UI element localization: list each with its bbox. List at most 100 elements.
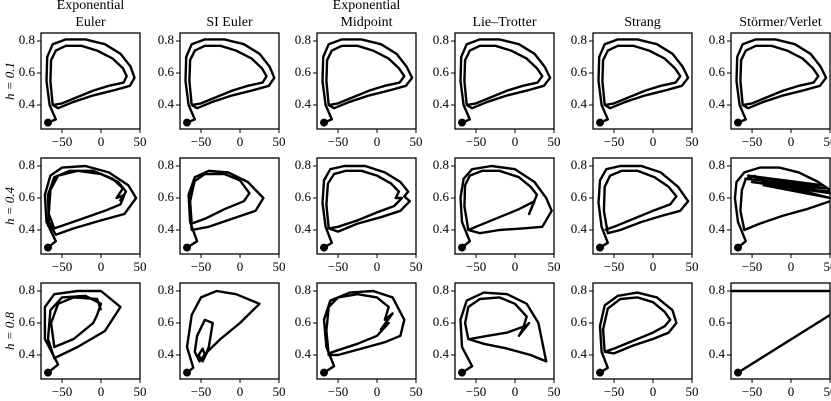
x-tick-label: −50 bbox=[466, 259, 486, 274]
x-tick-label: 0 bbox=[788, 134, 795, 149]
x-tick-label: 50 bbox=[410, 259, 423, 274]
start-point bbox=[596, 368, 605, 377]
y-tick-label: 0.4 bbox=[295, 346, 312, 361]
axes-frame bbox=[316, 32, 417, 130]
axes-frame bbox=[40, 32, 141, 130]
y-tick-label: 0.4 bbox=[295, 96, 312, 111]
trajectory bbox=[43, 289, 122, 374]
trajectory bbox=[597, 38, 690, 124]
y-tick-label: 0.8 bbox=[295, 282, 311, 297]
y-tick-label: 0.8 bbox=[433, 157, 449, 172]
x-tick-label: −50 bbox=[742, 384, 762, 399]
axes-frame bbox=[316, 282, 417, 380]
trajectory bbox=[598, 291, 678, 374]
y-tick-label: 0.8 bbox=[433, 282, 449, 297]
x-tick-label: −50 bbox=[742, 134, 762, 149]
start-point bbox=[458, 243, 467, 252]
start-point bbox=[183, 368, 192, 377]
y-tick-label: 0.4 bbox=[433, 346, 450, 361]
start-point bbox=[320, 243, 329, 252]
x-tick-label: 0 bbox=[98, 384, 105, 399]
axes-frame bbox=[592, 32, 693, 130]
axes-frame bbox=[454, 32, 555, 130]
x-tick-label: 50 bbox=[410, 384, 423, 399]
x-tick-label: 0 bbox=[788, 259, 795, 274]
x-tick-label: 0 bbox=[512, 259, 519, 274]
x-tick-label: 0 bbox=[512, 384, 519, 399]
x-tick-label: −50 bbox=[466, 134, 486, 149]
x-tick-label: 0 bbox=[374, 134, 381, 149]
y-tick-label: 0.8 bbox=[19, 282, 35, 297]
axes-frame bbox=[40, 157, 141, 255]
y-tick-label: 0.4 bbox=[709, 346, 726, 361]
start-point bbox=[320, 118, 329, 127]
start-point bbox=[44, 368, 53, 377]
x-tick-label: −50 bbox=[604, 259, 624, 274]
x-tick-label: −50 bbox=[466, 384, 486, 399]
x-tick-label: 50 bbox=[273, 384, 286, 399]
y-tick-label: 0.6 bbox=[295, 314, 312, 329]
row-label: h = 0.4 bbox=[2, 186, 17, 225]
column-title: SI Euler bbox=[206, 15, 253, 30]
y-tick-label: 0.4 bbox=[433, 221, 450, 236]
start-point bbox=[183, 118, 192, 127]
x-tick-label: 0 bbox=[788, 384, 795, 399]
y-tick-label: 0.4 bbox=[571, 346, 588, 361]
y-tick-label: 0.6 bbox=[433, 64, 450, 79]
y-tick-label: 0.4 bbox=[19, 346, 36, 361]
y-tick-label: 0.4 bbox=[158, 221, 175, 236]
trajectory bbox=[184, 38, 276, 124]
axes-frame bbox=[592, 157, 693, 255]
x-tick-label: 50 bbox=[824, 259, 831, 274]
start-point bbox=[734, 243, 743, 252]
column-title: Störmer/Verlet bbox=[739, 15, 822, 30]
x-tick-label: 0 bbox=[98, 259, 105, 274]
y-tick-label: 0.6 bbox=[709, 314, 726, 329]
x-tick-label: 50 bbox=[134, 259, 147, 274]
y-tick-label: 0.8 bbox=[158, 157, 174, 172]
axes-frame bbox=[454, 282, 555, 380]
x-tick-label: −50 bbox=[742, 259, 762, 274]
trajectory bbox=[185, 289, 261, 374]
trajectory bbox=[735, 38, 828, 124]
start-point bbox=[320, 368, 329, 377]
axes-frame bbox=[179, 157, 280, 255]
x-tick-label: 50 bbox=[686, 384, 699, 399]
y-tick-label: 0.4 bbox=[433, 96, 450, 111]
y-tick-label: 0.4 bbox=[571, 96, 588, 111]
y-tick-label: 0.6 bbox=[158, 64, 175, 79]
start-point bbox=[183, 243, 192, 252]
trajectory bbox=[43, 164, 138, 249]
x-tick-label: −50 bbox=[604, 384, 624, 399]
column-title: Exponential Euler bbox=[56, 0, 125, 30]
y-tick-label: 0.4 bbox=[709, 221, 726, 236]
y-tick-label: 0.6 bbox=[19, 64, 36, 79]
column-title: Lie–Trotter bbox=[472, 15, 537, 30]
y-tick-label: 0.8 bbox=[19, 157, 35, 172]
x-tick-label: 0 bbox=[512, 134, 519, 149]
start-point bbox=[734, 368, 743, 377]
x-tick-label: −50 bbox=[52, 134, 72, 149]
y-tick-label: 0.6 bbox=[19, 189, 36, 204]
y-tick-label: 0.6 bbox=[295, 189, 312, 204]
axes-frame bbox=[179, 282, 280, 380]
start-point bbox=[734, 118, 743, 127]
start-point bbox=[44, 243, 53, 252]
x-tick-label: 50 bbox=[273, 134, 286, 149]
x-tick-label: 50 bbox=[273, 259, 286, 274]
trajectory bbox=[45, 38, 136, 124]
y-tick-label: 0.6 bbox=[158, 189, 175, 204]
axes-frame bbox=[730, 282, 831, 380]
axes-frame bbox=[179, 32, 280, 130]
y-tick-label: 0.4 bbox=[571, 221, 588, 236]
x-tick-label: 0 bbox=[237, 384, 244, 399]
x-tick-label: 50 bbox=[548, 259, 561, 274]
y-tick-label: 0.6 bbox=[433, 189, 450, 204]
y-tick-label: 0.4 bbox=[19, 221, 36, 236]
x-tick-label: −50 bbox=[52, 259, 72, 274]
x-tick-label: −50 bbox=[328, 259, 348, 274]
x-tick-label: −50 bbox=[191, 134, 211, 149]
trajectory bbox=[321, 164, 411, 249]
